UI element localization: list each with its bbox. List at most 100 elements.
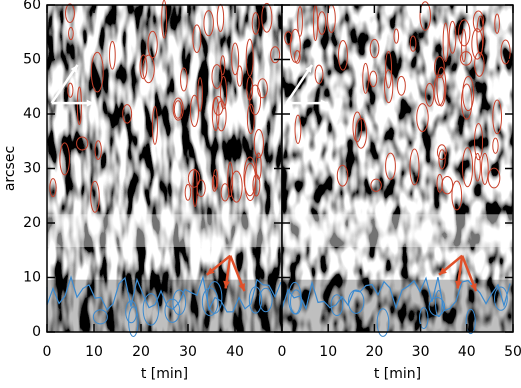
red-contour <box>461 28 467 63</box>
red-contour <box>220 75 228 110</box>
red-contour <box>424 82 435 107</box>
red-contour <box>189 94 199 128</box>
blue-contour <box>46 274 282 313</box>
y-tick-label: 30 <box>23 161 41 177</box>
red-contour <box>220 183 230 202</box>
red-contour <box>122 104 133 124</box>
blue-contour <box>128 306 139 337</box>
blue-contour <box>347 289 365 314</box>
x-tick-label: 10 <box>85 344 103 360</box>
y-tick-label: 10 <box>23 270 41 286</box>
red-contour <box>494 13 500 34</box>
red-contour <box>297 6 303 37</box>
x-tick-label: 50 <box>504 344 521 360</box>
red-contour <box>245 38 254 77</box>
red-contour <box>109 40 116 70</box>
white-arrow-head <box>305 64 313 73</box>
red-contour <box>462 76 475 112</box>
dark-band <box>47 279 282 332</box>
bright-band <box>47 214 282 247</box>
red-contour <box>68 26 74 41</box>
blue-contour <box>164 298 181 323</box>
panel: 0 10 20 30 40 0 10 20 30 40 50 60 t [min] arcsec <box>2 0 283 382</box>
red-contour <box>139 54 148 80</box>
blue-contour <box>376 308 390 337</box>
red-contour <box>142 54 155 84</box>
red-contour <box>220 55 226 76</box>
red-contour <box>461 147 474 188</box>
red-contour <box>385 152 396 180</box>
x-tick-label: 40 <box>458 344 476 360</box>
red-contour <box>261 2 273 33</box>
red-contour <box>396 75 406 96</box>
red-contour <box>436 66 447 107</box>
orange-arrow-head <box>470 283 477 292</box>
red-contour <box>438 149 446 170</box>
x-tick-label: 40 <box>226 344 244 360</box>
red-contour <box>246 76 254 101</box>
white-arrow-head <box>86 99 94 107</box>
y-tick-label: 60 <box>23 0 41 13</box>
red-contour <box>384 69 394 104</box>
red-contour <box>90 180 100 213</box>
red-contour <box>49 178 57 198</box>
bright-band <box>282 214 513 247</box>
red-contour <box>385 50 393 89</box>
y-tick-label: 50 <box>23 52 41 68</box>
red-contour <box>94 140 102 160</box>
white-arrow <box>285 64 314 104</box>
blue-contour <box>281 276 511 312</box>
red-contour <box>474 51 485 77</box>
red-contour <box>251 12 260 35</box>
red-contour <box>474 152 481 182</box>
red-contour <box>461 83 473 120</box>
red-contour <box>161 0 168 39</box>
red-contour <box>370 178 382 192</box>
red-contour <box>336 164 349 187</box>
y-tick-label: 0 <box>32 324 41 340</box>
red-contour <box>180 67 188 92</box>
red-contour <box>393 28 400 44</box>
blue-contour <box>435 289 443 318</box>
red-contour <box>187 169 201 188</box>
orange-arrow-head <box>206 267 215 275</box>
red-contour <box>64 3 75 24</box>
y-axis-label: arcsec <box>2 146 18 191</box>
blue-contour <box>494 286 508 311</box>
red-contour <box>474 122 484 161</box>
red-contour <box>76 136 89 151</box>
red-contour <box>172 97 184 121</box>
red-contour <box>231 42 240 76</box>
red-contour <box>230 170 243 203</box>
red-contour <box>270 46 281 64</box>
red-contour <box>451 180 463 211</box>
red-contour <box>369 38 380 59</box>
red-contour <box>314 64 324 84</box>
red-contour <box>213 95 224 116</box>
x-axis-label: t [min] <box>374 366 421 382</box>
white-arrow <box>50 64 79 104</box>
red-contour <box>294 114 302 144</box>
blue-contour <box>465 308 476 335</box>
red-contour <box>253 128 264 159</box>
orange-arrow-head <box>238 283 245 292</box>
red-contour <box>211 64 223 89</box>
red-contour <box>416 103 429 133</box>
red-contour <box>448 20 457 54</box>
red-contour <box>436 144 447 161</box>
red-contour <box>203 10 214 37</box>
blue-contour <box>142 293 160 326</box>
red-contour <box>472 10 484 33</box>
x-tick-label: 0 <box>43 344 52 360</box>
blue-contour <box>288 281 302 315</box>
blue-contour <box>419 307 429 330</box>
x-tick-label: 0 <box>278 344 287 360</box>
red-contour <box>409 148 420 186</box>
red-contour <box>284 31 293 45</box>
red-contour <box>476 15 484 55</box>
white-arrow-head <box>320 99 329 107</box>
red-contour <box>500 39 511 65</box>
red-contour <box>197 77 203 112</box>
x-tick-label: 30 <box>179 344 197 360</box>
